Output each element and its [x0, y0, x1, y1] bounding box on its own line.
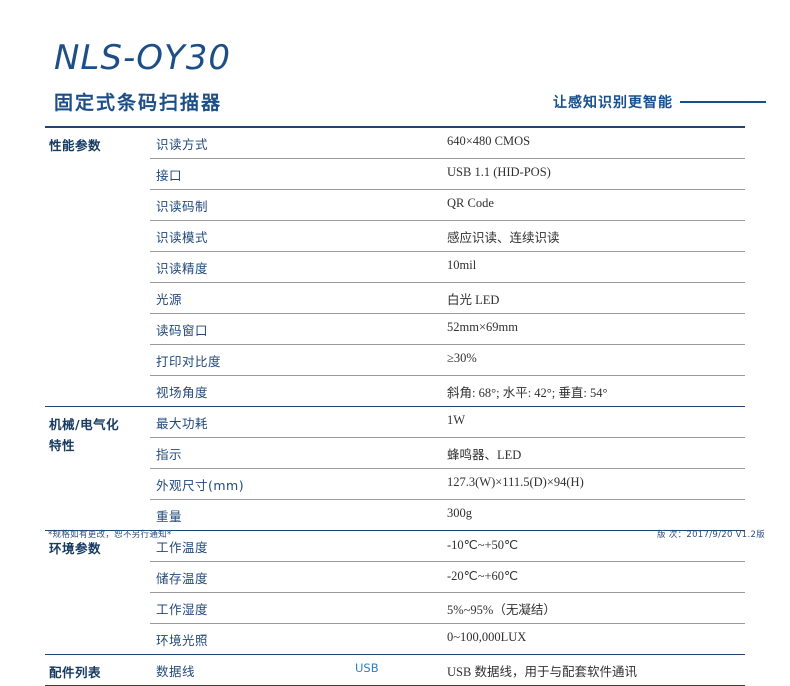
section-mechanical-electrical: 机械/电气化 特性 最大功耗 1W 指示 蜂鸣器、LED 外观尺寸(mm) 127…	[45, 406, 745, 531]
row-key: 视场角度	[156, 385, 209, 400]
section-category-label: 机械/电气化 特性	[45, 407, 150, 531]
table-row: 配件列表 数据线 USB USB 数据线，用于与配套软件通讯	[45, 655, 745, 686]
row-value: 127.3(W)×111.5(D)×94(H)	[445, 468, 745, 500]
tagline-group: 让感知识别更智能	[553, 92, 766, 112]
row-key: 工作湿度	[150, 592, 355, 624]
row-key: 工作温度	[150, 530, 355, 562]
row-value: -20℃~+60℃	[445, 561, 745, 593]
tagline-text: 让感知识别更智能	[553, 95, 673, 111]
table-row: 光源 白光 LED	[45, 282, 745, 314]
row-value: 白光 LED	[445, 282, 745, 314]
tagline-rule-divider	[680, 101, 766, 103]
row-mid	[355, 500, 445, 531]
row-key: 数据线	[156, 664, 196, 679]
page-title: 固定式条码扫描器	[54, 92, 223, 114]
row-mid	[355, 376, 445, 407]
section-category-line2: 特性	[49, 438, 76, 453]
row-mid-usb-label: USB	[355, 661, 379, 675]
row-mid	[355, 406, 445, 438]
row-key: 光源	[150, 282, 355, 314]
table-row: 读码窗口 52mm×69mm	[45, 313, 745, 345]
section-environment: 环境参数 工作温度 -10℃~+50℃ 储存温度 -20℃~+60℃ 工作湿度 …	[45, 530, 745, 655]
table-row: 视场角度 斜角: 68°; 水平: 42°; 垂直: 54°	[45, 376, 745, 407]
row-mid	[355, 282, 445, 314]
row-value: USB 1.1 (HID-POS)	[445, 158, 745, 190]
row-mid	[355, 158, 445, 190]
row-value: 斜角: 68°; 水平: 42°; 垂直: 54°	[447, 386, 608, 400]
table-row: 打印对比度 ≥30%	[45, 344, 745, 376]
row-key: 接口	[150, 158, 355, 190]
row-value: 0~100,000LUX	[447, 630, 527, 644]
row-key: 识读模式	[150, 220, 355, 252]
section-category-line1: 机械/电气化	[49, 417, 120, 432]
table-row: 识读码制 QR Code	[45, 189, 745, 221]
row-key: 外观尺寸(mm)	[150, 468, 355, 500]
row-value: 640×480 CMOS	[445, 127, 745, 159]
row-value: USB 数据线，用于与配套软件通讯	[447, 665, 637, 679]
table-row: 识读精度 10mil	[45, 251, 745, 283]
page-footer: *规格如有更改，恕不另行通知* 版 次：2017/9/20 V1.2版	[0, 528, 790, 548]
footer-disclaimer: *规格如有更改，恕不另行通知*	[48, 530, 172, 540]
row-key: 读码窗口	[150, 313, 355, 345]
row-mid	[355, 127, 445, 159]
row-value: 1W	[445, 406, 745, 438]
row-key: 识读码制	[150, 189, 355, 221]
table-row: 识读模式 感应识读、连续识读	[45, 220, 745, 252]
table-row: 机械/电气化 特性 最大功耗 1W	[45, 406, 745, 453]
table-row: 重量 300g	[45, 500, 745, 531]
table-row: 环境参数 工作温度 -10℃~+50℃	[45, 530, 745, 562]
row-mid	[355, 437, 445, 469]
row-mid	[355, 251, 445, 283]
row-mid	[355, 624, 445, 655]
row-mid	[355, 468, 445, 500]
row-value: ≥30%	[445, 344, 745, 376]
row-mid	[355, 592, 445, 624]
table-row: 外观尺寸(mm) 127.3(W)×111.5(D)×94(H)	[45, 468, 745, 500]
row-value: 10mil	[445, 251, 745, 283]
row-key: 最大功耗	[150, 406, 355, 438]
row-key: 重量	[156, 509, 183, 524]
row-mid	[355, 313, 445, 345]
page-header: NLS-OY30 固定式条码扫描器 让感知识别更智能	[0, 0, 790, 125]
table-row: 工作湿度 5%~95%（无凝结）	[45, 592, 745, 624]
row-value: 52mm×69mm	[445, 313, 745, 345]
row-value: 300g	[447, 506, 472, 520]
specification-table: 性能参数 识读方式 640×480 CMOS 接口 USB 1.1 (HID-P…	[45, 126, 745, 686]
row-key: 指示	[150, 437, 355, 469]
row-mid	[355, 530, 445, 562]
section-category-label: 配件列表	[49, 665, 102, 680]
row-key: 打印对比度	[150, 344, 355, 376]
row-key: 储存温度	[150, 561, 355, 593]
section-accessories: 配件列表 数据线 USB USB 数据线，用于与配套软件通讯	[45, 654, 745, 686]
row-key: 识读精度	[150, 251, 355, 283]
table-row: 性能参数 识读方式 640×480 CMOS	[45, 127, 745, 159]
section-performance: 性能参数 识读方式 640×480 CMOS 接口 USB 1.1 (HID-P…	[45, 127, 745, 407]
table-row: 接口 USB 1.1 (HID-POS)	[45, 158, 745, 190]
row-key: 环境光照	[156, 633, 209, 648]
row-mid	[355, 189, 445, 221]
row-key: 识读方式	[150, 127, 355, 159]
row-value: -10℃~+50℃	[445, 530, 745, 562]
row-mid	[355, 344, 445, 376]
row-value: 感应识读、连续识读	[445, 220, 745, 252]
section-category-label: 性能参数	[49, 138, 102, 153]
section-category-label: 环境参数	[49, 541, 102, 556]
row-value: 蜂鸣器、LED	[445, 437, 745, 469]
row-value: QR Code	[445, 189, 745, 221]
table-row: 指示 蜂鸣器、LED	[45, 437, 745, 469]
table-row: 储存温度 -20℃~+60℃	[45, 561, 745, 593]
footer-version: 版 次：2017/9/20 V1.2版	[656, 530, 765, 540]
model-name: NLS-OY30	[54, 38, 232, 78]
row-mid	[355, 561, 445, 593]
row-mid	[355, 220, 445, 252]
row-value: 5%~95%（无凝结）	[445, 592, 745, 624]
table-row: 环境光照 0~100,000LUX	[45, 624, 745, 655]
